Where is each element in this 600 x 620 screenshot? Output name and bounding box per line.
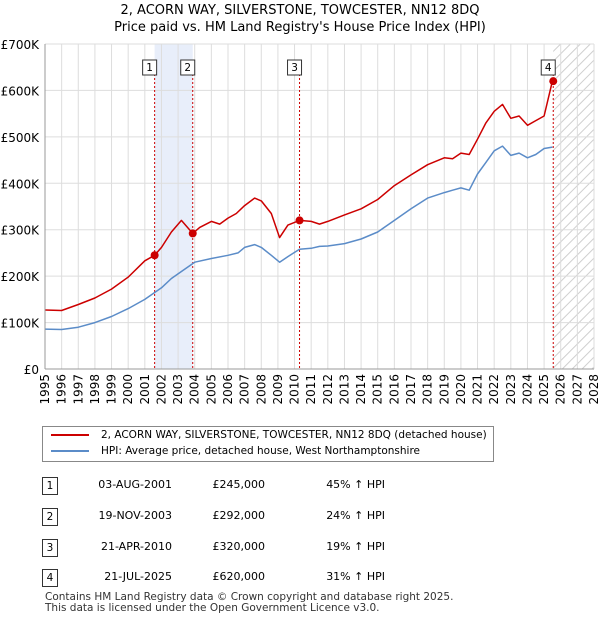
x-tick-label: 2012 (321, 374, 335, 405)
transaction-hpi: 24% ↑ HPI (326, 509, 385, 522)
legend-swatch-hpi (51, 450, 89, 452)
transaction-hpi: 45% ↑ HPI (326, 478, 385, 491)
transaction-date: 21-JUL-2025 (104, 570, 172, 583)
x-tick-label: 2017 (404, 374, 418, 405)
x-tick-label: 2006 (221, 374, 235, 405)
transaction-label: 3 (291, 62, 298, 74)
legend-swatch-property (51, 434, 89, 436)
y-tick-label: £500K (1, 131, 41, 145)
x-tick-label: 2004 (188, 374, 202, 405)
transaction-label: 4 (545, 62, 552, 74)
transaction-point (188, 229, 197, 238)
y-tick-label: £400K (1, 177, 41, 191)
y-tick-label: £300K (1, 224, 41, 238)
transaction-label-box (180, 59, 196, 76)
plot-area (45, 44, 594, 369)
x-tick-label: 2010 (288, 374, 302, 405)
transaction-price: £620,000 (212, 570, 266, 583)
y-tick-label: £0 (24, 363, 39, 377)
shaded-period (154, 44, 193, 369)
transaction-hpi: 31% ↑ HPI (326, 570, 385, 583)
x-tick-label: 1999 (105, 374, 119, 405)
x-tick-label: 2021 (471, 374, 485, 405)
transaction-hpi: 19% ↑ HPI (326, 540, 385, 553)
x-tick-label: 1995 (38, 374, 52, 405)
transaction-number: 1 (42, 477, 58, 495)
transaction-date: 21-APR-2010 (100, 540, 172, 553)
transaction-point (549, 77, 558, 86)
x-tick-label: 2000 (121, 374, 135, 405)
x-tick-label: 2028 (587, 374, 600, 405)
x-tick-label: 1998 (88, 374, 102, 405)
x-tick-label: 1996 (55, 374, 69, 405)
x-tick-label: 2007 (238, 374, 252, 405)
transaction-date: 03-AUG-2001 (98, 478, 172, 491)
transaction-number: 2 (42, 508, 58, 526)
x-tick-label: 2026 (554, 374, 568, 405)
y-tick-label: £700K (1, 38, 41, 52)
x-tick-label: 2009 (271, 374, 285, 405)
transaction-label: 1 (146, 62, 153, 74)
x-tick-label: 1997 (71, 374, 85, 405)
x-tick-label: 2018 (421, 374, 435, 405)
x-tick-label: 2003 (171, 374, 185, 405)
y-tick-label: £100K (1, 317, 41, 331)
x-tick-label: 2001 (138, 374, 152, 405)
transaction-date: 19-NOV-2003 (98, 509, 172, 522)
x-tick-label: 2002 (154, 374, 168, 405)
x-tick-label: 2023 (504, 374, 518, 405)
x-tick-label: 2015 (371, 374, 385, 405)
transaction-label: 2 (184, 62, 191, 74)
footer-copyright: Contains HM Land Registry data © Crown c… (45, 591, 454, 603)
x-tick-label: 2024 (520, 374, 534, 405)
x-tick-label: 2022 (487, 374, 501, 405)
x-tick-label: 2005 (204, 374, 218, 405)
y-tick-label: £600K (1, 84, 41, 98)
y-tick-label: £200K (1, 270, 41, 284)
x-tick-label: 2025 (537, 374, 551, 405)
x-tick-label: 2008 (254, 374, 268, 405)
x-tick-label: 2020 (454, 374, 468, 405)
footer-licence: This data is licensed under the Open Gov… (45, 602, 380, 614)
transaction-label-box (287, 59, 303, 76)
x-tick-label: 2011 (304, 374, 318, 405)
transaction-row: 2 19-NOV-2003 £292,000 24% ↑ HPI (0, 506, 600, 530)
x-tick-label: 2014 (354, 374, 368, 405)
transaction-number: 3 (42, 539, 58, 557)
legend-item-property: 2, ACORN WAY, SILVERSTONE, TOWCESTER, NN… (51, 427, 487, 443)
legend: 2, ACORN WAY, SILVERSTONE, TOWCESTER, NN… (42, 426, 494, 462)
transaction-price: £245,000 (212, 478, 266, 491)
chart-title: 2, ACORN WAY, SILVERSTONE, TOWCESTER, NN… (120, 3, 480, 18)
x-tick-label: 2027 (570, 374, 584, 405)
transaction-point (295, 216, 304, 225)
price-chart: 1 2 3 4 £0 £100K £200K £300K £400K £500K £600K £700… (1, 38, 600, 405)
transaction-point (150, 251, 159, 260)
legend-label-property: 2, ACORN WAY, SILVERSTONE, TOWCESTER, NN… (101, 429, 487, 441)
transaction-row: 1 03-AUG-2001 £245,000 45% ↑ HPI (0, 475, 600, 499)
transaction-label-box (540, 59, 556, 76)
legend-item-hpi: HPI: Average price, detached house, West… (51, 443, 420, 459)
transaction-price: £292,000 (212, 509, 266, 522)
x-tick-label: 2013 (337, 374, 351, 405)
series-hpi-line (44, 145, 553, 331)
transaction-number: 4 (42, 569, 58, 587)
x-tick-label: 2019 (437, 374, 451, 405)
x-tick-label: 2016 (387, 374, 401, 405)
future-hatch-region (553, 44, 594, 369)
transaction-row: 3 21-APR-2010 £320,000 19% ↑ HPI (0, 537, 600, 561)
chart-subtitle: Price paid vs. HM Land Registry's House … (114, 20, 486, 35)
transaction-label-box (142, 59, 158, 76)
transaction-price: £320,000 (212, 540, 266, 553)
transaction-row: 4 21-JUL-2025 £620,000 31% ↑ HPI (0, 567, 600, 591)
legend-label-hpi: HPI: Average price, detached house, West… (101, 445, 420, 457)
